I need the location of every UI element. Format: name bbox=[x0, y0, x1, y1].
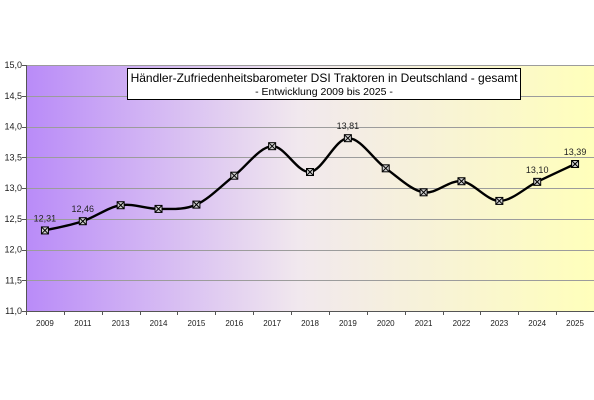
data-point bbox=[381, 164, 390, 173]
chart-subtitle: - Entwicklung 2009 bis 2025 - bbox=[255, 86, 393, 98]
marker-cross bbox=[78, 217, 87, 226]
data-point bbox=[343, 134, 352, 143]
marker-cross bbox=[41, 226, 49, 235]
marker-cross bbox=[381, 164, 390, 173]
x-tick-label: 2017 bbox=[263, 319, 281, 328]
x-axis: 2009 2011 2013 2014 2015 2016 2017 2018 2019 2020… bbox=[26, 311, 585, 328]
data-markers bbox=[40, 134, 580, 235]
marker-cross bbox=[457, 177, 466, 186]
data-point bbox=[40, 226, 49, 235]
x-tick-label: 2018 bbox=[301, 319, 319, 328]
title-box-frame bbox=[127, 68, 521, 100]
x-tick-label: 2016 bbox=[225, 319, 243, 328]
data-point bbox=[457, 177, 466, 186]
x-tick-label: 2013 bbox=[112, 319, 130, 328]
x-tick-label: 2022 bbox=[453, 319, 471, 328]
x-tick-label: 2024 bbox=[528, 319, 546, 328]
y-tick-label: 14,5 bbox=[4, 91, 22, 101]
y-tick-label: 12,0 bbox=[4, 245, 22, 255]
data-point bbox=[571, 160, 580, 169]
x-tick-label: 2015 bbox=[188, 319, 206, 328]
y-tick-label: 15,0 bbox=[4, 60, 22, 70]
marker-cross bbox=[344, 134, 352, 143]
data-label: 12,46 bbox=[72, 204, 95, 214]
data-label: 13,10 bbox=[526, 165, 549, 175]
data-label: 12,31 bbox=[34, 213, 57, 223]
data-point bbox=[419, 188, 428, 197]
data-point bbox=[116, 201, 125, 210]
chart-title: Händler-Zufriedenheitsbarometer DSI Trak… bbox=[131, 71, 519, 85]
y-tick-label: 14,0 bbox=[4, 122, 22, 132]
marker-cross bbox=[154, 205, 163, 213]
marker-cross bbox=[533, 177, 542, 186]
data-point bbox=[78, 217, 87, 226]
x-tick-label: 2021 bbox=[415, 319, 433, 328]
data-labels: 12,31 12,46 13,81 13,10 13,39 bbox=[34, 121, 587, 223]
data-point bbox=[192, 200, 201, 209]
data-point bbox=[230, 171, 239, 180]
marker-cross bbox=[268, 142, 276, 151]
y-tick-label: 13,0 bbox=[4, 183, 22, 193]
data-point bbox=[495, 196, 504, 205]
marker-cross bbox=[230, 171, 239, 180]
y-axis: 11,0 11,5 12,0 12,5 13,0 13,5 14,0 14,5 15,0 bbox=[4, 60, 26, 316]
data-point bbox=[154, 204, 163, 213]
marker-cross bbox=[495, 197, 504, 205]
y-tick-label: 13,5 bbox=[4, 152, 22, 162]
x-tick-label: 2019 bbox=[339, 319, 357, 328]
marker-cross bbox=[192, 200, 201, 209]
x-tick-label: 2020 bbox=[377, 319, 395, 328]
marker-cross bbox=[419, 188, 428, 197]
y-tick-label: 11,5 bbox=[5, 275, 22, 285]
x-tick-label: 2014 bbox=[150, 319, 168, 328]
data-point bbox=[306, 168, 314, 177]
title-box: Händler-Zufriedenheitsbarometer DSI Trak… bbox=[127, 68, 521, 100]
data-label: 13,81 bbox=[337, 121, 360, 131]
x-tick-label: 2011 bbox=[74, 319, 92, 328]
y-tick-label: 11,0 bbox=[5, 306, 22, 316]
x-tick-label: 2009 bbox=[36, 319, 54, 328]
x-tick-label: 2025 bbox=[566, 319, 584, 328]
y-tick-label: 12,5 bbox=[4, 214, 22, 224]
x-tick-label: 2023 bbox=[490, 319, 508, 328]
marker-cross bbox=[571, 160, 579, 168]
marker-cross bbox=[116, 201, 125, 210]
data-point bbox=[533, 177, 542, 186]
data-label: 13,39 bbox=[564, 147, 587, 157]
data-point bbox=[268, 142, 277, 151]
marker-cross bbox=[306, 168, 314, 176]
axes bbox=[26, 65, 594, 312]
